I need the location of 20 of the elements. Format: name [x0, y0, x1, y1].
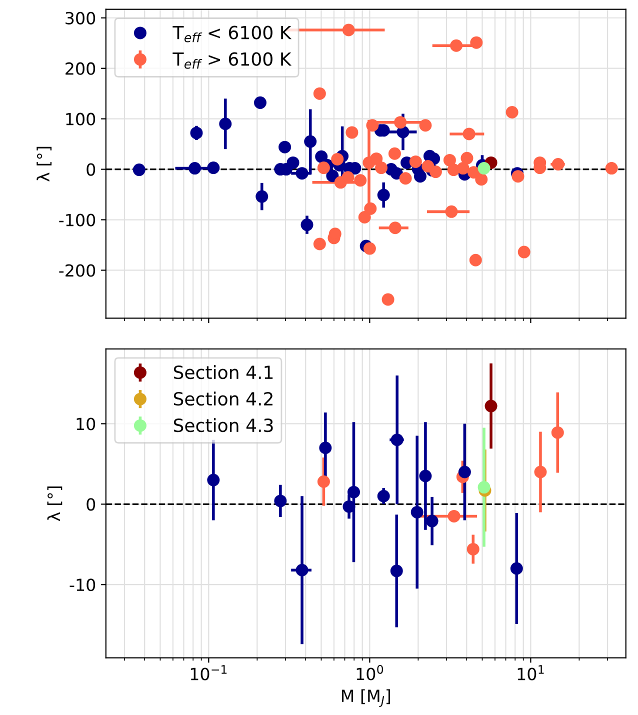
y-axis-title: λ [°] — [47, 486, 62, 522]
y-tick-label: 200 — [66, 62, 96, 75]
legend-label: Section 4.2 — [174, 392, 272, 406]
y-tick-label: -100 — [59, 214, 96, 226]
y-tick-label: 300 — [66, 12, 96, 24]
y-tick-label: 10 — [76, 418, 96, 430]
x-tick-label: 10$^{−1}$ — [190, 665, 227, 680]
legend-label: Section 4.3 — [174, 418, 273, 432]
legend-label: Section 4.1 — [174, 365, 273, 380]
y-tick-label: 0 — [86, 498, 96, 511]
x-axis-title: M [M$_{J}$] — [342, 689, 390, 707]
y-axis-title: λ [°] — [36, 146, 52, 182]
y-tick-label: 0 — [86, 163, 96, 176]
y-tick-label: -10 — [70, 578, 96, 592]
x-tick-label: 10$^{0}$ — [356, 665, 384, 680]
x-tick-label: 10$^{1}$ — [518, 665, 544, 680]
legend-label: T$_{eff}$ < 6100 K — [172, 26, 292, 42]
y-tick-label: 100 — [66, 112, 96, 126]
y-tick-label: -200 — [59, 264, 96, 277]
legend-label: T$_{eff}$ > 6100 K — [172, 52, 292, 69]
